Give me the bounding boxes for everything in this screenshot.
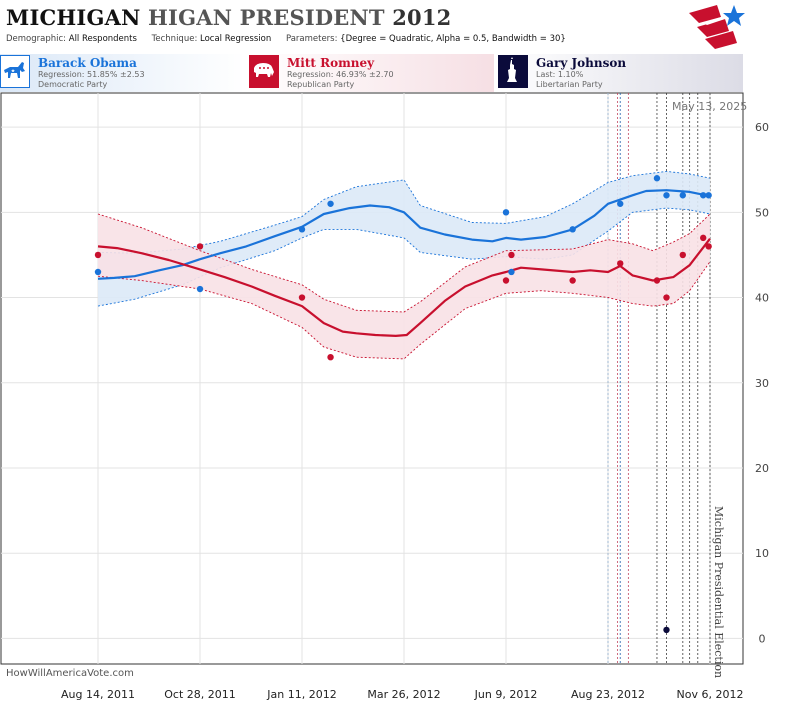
poll-point — [679, 251, 686, 259]
candidate-regression: Regression: 46.93% ±2.70 — [287, 70, 394, 79]
x-tick-labels: Aug 14, 2011 Oct 28, 2011 Jan 11, 2012 Mar … — [61, 688, 743, 701]
x-tick-label: Jan 11, 2012 — [266, 688, 336, 701]
candidate-party: Democratic Party — [38, 80, 108, 89]
y-tick-label: 40 — [755, 292, 769, 305]
poll-point — [617, 200, 624, 207]
statue-of-liberty-icon — [498, 55, 528, 88]
y-tick-label: 0 — [759, 632, 766, 645]
candidate-party: Republican Party — [287, 80, 355, 89]
poll-point — [508, 251, 515, 259]
y-tick-label: 60 — [755, 121, 769, 134]
flag-star-logo-icon — [689, 5, 745, 49]
poll-point — [196, 243, 204, 250]
poll-point — [569, 277, 576, 284]
parameters-value: {Degree = Quadratic, Alpha = 0.5, Bandwi… — [340, 34, 566, 44]
y-tick-label: 10 — [755, 547, 769, 560]
x-tick-label: Jun 9, 2012 — [474, 688, 538, 701]
current-date-label: May 13, 2025 — [672, 100, 748, 113]
x-tick-label: Aug 23, 2012 — [571, 688, 645, 701]
poll-point — [700, 192, 707, 199]
poll-point — [502, 209, 510, 216]
poll-point — [298, 294, 306, 301]
page-title: MICHIGAN HIGAN PRESIDENT 2012 — [6, 5, 451, 30]
donkey-icon — [0, 55, 30, 88]
poll-point — [298, 226, 306, 233]
upper-bound-line — [97, 170, 711, 254]
elephant-icon — [249, 55, 279, 88]
poll-point — [327, 353, 334, 361]
parameters-line: Demographic: All Respondents Technique: … — [6, 34, 578, 44]
demographic-value: All Respondents — [68, 34, 137, 44]
poll-point — [705, 192, 712, 199]
title-state: MICHIGAN — [6, 5, 141, 30]
poll-point — [569, 226, 576, 233]
poll-point — [679, 192, 686, 199]
poll-point — [617, 260, 624, 267]
technique-label: Technique: — [151, 34, 198, 44]
poll-point — [327, 200, 334, 207]
poll-point — [663, 626, 670, 634]
x-tick-label: Aug 14, 2011 — [61, 688, 135, 701]
regression-line — [97, 189, 711, 280]
demographic-label: Demographic: — [6, 34, 67, 44]
candidate-card-romney[interactable]: Mitt Romney Regression: 46.93% ±2.70 Rep… — [249, 54, 494, 92]
candidate-card-obama[interactable]: Barack Obama Regression: 51.85% ±2.53 De… — [0, 54, 245, 92]
poll-point — [94, 268, 102, 276]
y-tick-label: 30 — [755, 377, 769, 390]
title-year: 2012 — [392, 5, 452, 30]
confidence-bands — [97, 170, 711, 360]
parameters-label: Parameters: — [285, 34, 338, 44]
candidate-party: Libertarian Party — [536, 80, 603, 89]
x-tick-label: Mar 26, 2012 — [367, 688, 440, 701]
candidate-name: Mitt Romney — [287, 56, 375, 70]
confidence-band — [98, 214, 710, 359]
title-race: HIGAN PRESIDENT — [148, 5, 385, 30]
poll-point — [196, 285, 204, 293]
poll-point — [663, 192, 670, 199]
poll-point — [700, 234, 707, 242]
candidate-regression: Regression: 51.85% ±2.53 — [38, 70, 145, 79]
site-watermark[interactable]: HowWillAmericaVote.com — [6, 668, 134, 679]
y-tick-label: 50 — [755, 206, 769, 219]
confidence-band — [98, 171, 710, 307]
election-day-label: Michigan Presidential Election — [712, 506, 725, 678]
poll-point — [508, 268, 515, 276]
poll-date-markers — [607, 93, 711, 664]
y-tick-labels: 0 10 20 30 40 50 60 — [755, 121, 769, 645]
poll-points — [94, 175, 712, 634]
candidate-name: Gary Johnson — [536, 56, 627, 70]
candidate-card-johnson[interactable]: Gary Johnson Last: 1.10% Libertarian Par… — [498, 54, 743, 92]
poll-point — [653, 277, 661, 284]
poll-point — [94, 251, 102, 259]
x-tick-label: Nov 6, 2012 — [677, 688, 744, 701]
x-tick-label: Oct 28, 2011 — [164, 688, 236, 701]
y-tick-label: 20 — [755, 462, 769, 475]
candidate-last: Last: 1.10% — [536, 70, 584, 79]
poll-point — [705, 243, 712, 250]
candidate-name: Barack Obama — [38, 56, 137, 70]
poll-point — [663, 294, 670, 301]
technique-value: Local Regression — [200, 34, 272, 44]
poll-point — [653, 175, 661, 182]
poll-point — [502, 277, 510, 284]
upper-bound-line — [97, 213, 711, 313]
lower-bound-line — [97, 261, 711, 360]
